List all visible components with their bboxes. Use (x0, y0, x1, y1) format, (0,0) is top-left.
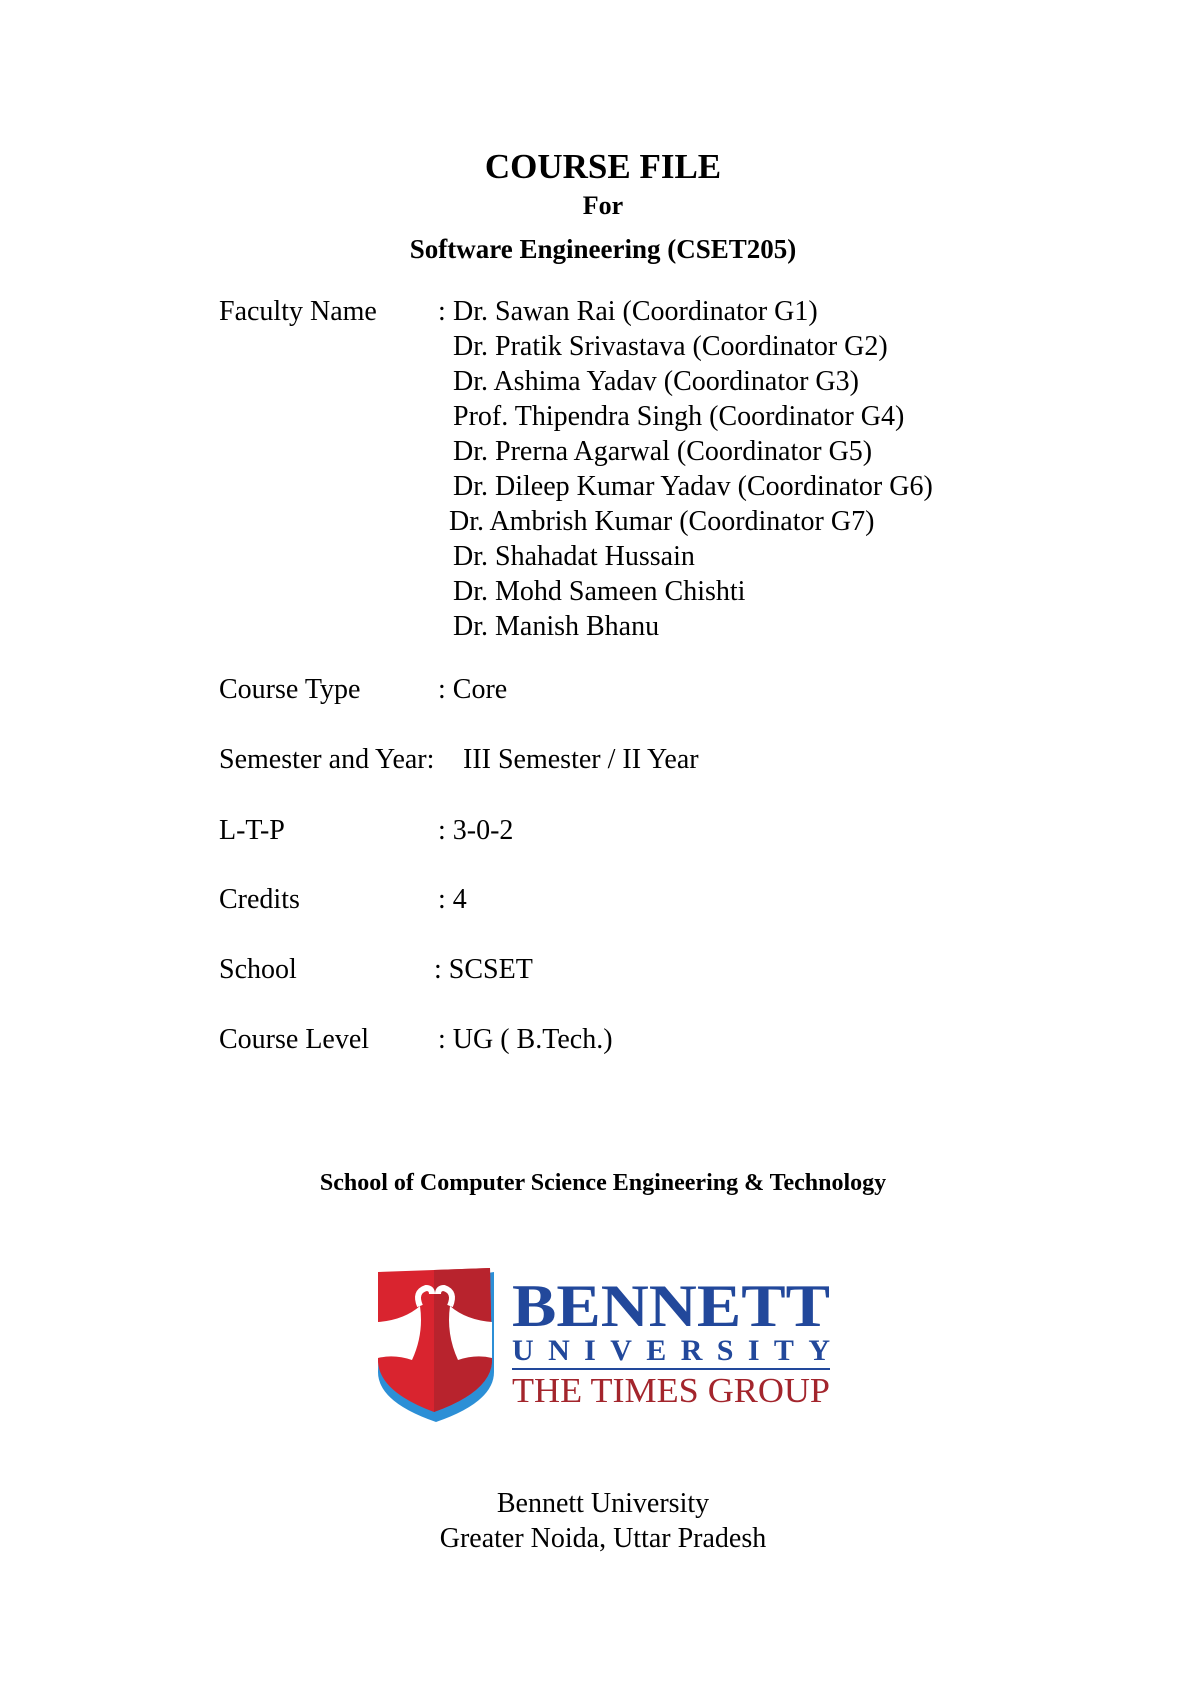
faculty-name: Dr. Ambrish Kumar (Coordinator G7) (449, 506, 875, 537)
course-level-value: : UG ( B.Tech.) (438, 1024, 613, 1055)
faculty-name: Dr. Prerna Agarwal (Coordinator G5) (453, 436, 873, 467)
faculty-name: Dr. Manish Bhanu (453, 611, 660, 642)
credits-label: Credits (219, 884, 300, 915)
document-title: COURSE FILE (484, 147, 722, 186)
university-name: Bennett University (496, 1488, 710, 1519)
faculty-name: Dr. Ashima Yadav (Coordinator G3) (453, 366, 859, 397)
ltp-label: L-T-P (219, 815, 285, 846)
for-label: For (582, 191, 624, 220)
university-location: Greater Noida, Uttar Pradesh (439, 1523, 767, 1554)
faculty-label: Faculty Name (219, 296, 377, 327)
ltp-value: : 3-0-2 (438, 815, 514, 846)
logo-bennett: BENNETT (512, 1273, 830, 1339)
course-level-label: Course Level (219, 1024, 370, 1055)
semester-label: Semester and Year: (219, 744, 435, 775)
faculty-name: Dr. Sawan Rai (Coordinator G1) (453, 296, 818, 327)
shield-icon (378, 1268, 494, 1422)
faculty-name: Dr. Mohd Sameen Chishti (453, 576, 746, 607)
semester-value: III Semester / II Year (463, 744, 699, 775)
school-label: School (219, 954, 297, 985)
school-name: School of Computer Science Engineering &… (319, 1170, 887, 1196)
credits-value: : 4 (438, 884, 467, 915)
logo-times-group: THE TIMES GROUP (512, 1371, 830, 1410)
course-type-value: : Core (438, 674, 508, 705)
faculty-name: Dr. Pratik Srivastava (Coordinator G2) (453, 331, 888, 362)
school-value: : SCSET (434, 954, 533, 985)
faculty-name: Prof. Thipendra Singh (Coordinator G4) (453, 401, 905, 432)
faculty-colon: : (438, 296, 446, 327)
faculty-name: Dr. Dileep Kumar Yadav (Coordinator G6) (453, 471, 933, 502)
course-name: Software Engineering (CSET205) (409, 234, 797, 264)
bennett-university-logo: BENNETT UNIVERSITY THE TIMES GROUP (378, 1268, 830, 1422)
faculty-name: Dr. Shahadat Hussain (453, 541, 695, 572)
course-type-label: Course Type (219, 674, 361, 705)
